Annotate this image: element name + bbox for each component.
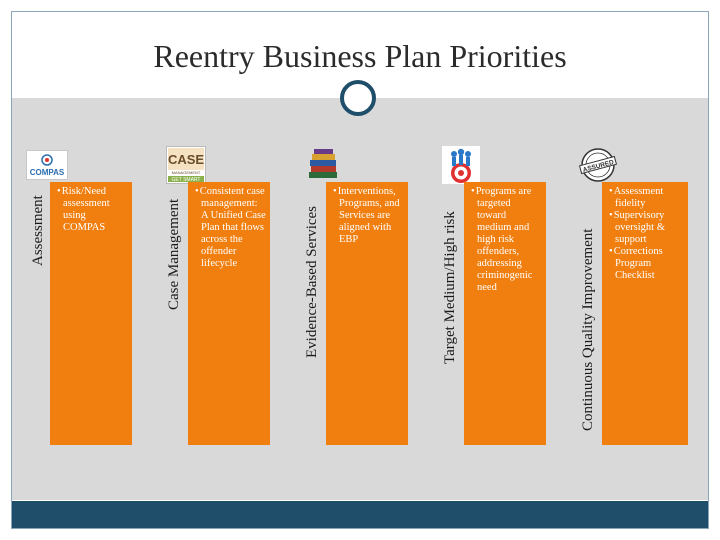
column-label-target-risk: Target Medium/High risk xyxy=(442,211,458,364)
bullet-item: Interventions, Programs, and Services ar… xyxy=(330,186,404,246)
divider-circle-icon xyxy=(340,80,376,116)
bullet-item: Consistent case management: A Unified Ca… xyxy=(192,186,266,270)
column-panel-target-risk: Programs are targeted toward medium and … xyxy=(464,182,546,445)
column-label-evidence-based-services: Evidence-Based Services xyxy=(304,205,320,358)
compas-logo-text: COMPAS xyxy=(30,168,65,177)
bullet-item: Programs are targeted toward medium and … xyxy=(468,186,542,294)
column-panel-case-management: Consistent case management: A Unified Ca… xyxy=(188,182,270,445)
column-panel-evidence-based-services: Interventions, Programs, and Services ar… xyxy=(326,182,408,445)
assured-stamp-icon: ASSURED xyxy=(578,146,618,184)
bullet-item: Risk/Need assessment using COMPAS xyxy=(54,186,128,234)
column-label-assessment: Assessment xyxy=(30,195,46,266)
column-panel-assessment: Risk/Need assessment using COMPAS xyxy=(50,182,132,445)
page-title: Reentry Business Plan Priorities xyxy=(153,38,567,74)
bullet-item: Assessment fidelity xyxy=(606,186,684,210)
bullet-item: Supervisory oversight & support xyxy=(606,210,684,246)
compas-logo-icon: COMPAS xyxy=(26,150,68,180)
column-panel-continuous-quality-improvement: Assessment fidelity Supervisory oversigh… xyxy=(602,182,688,445)
column-label-case-management: Case Management xyxy=(166,198,182,310)
target-people-icon xyxy=(442,146,480,184)
case-logo-sub2: GET SMART xyxy=(172,177,201,183)
book-stack-icon xyxy=(304,146,342,184)
footer-bar xyxy=(12,501,708,528)
column-label-continuous-quality-improvement: Continuous Quality Improvement xyxy=(580,228,596,431)
case-management-logo-icon: CASE MANAGEMENT GET SMART xyxy=(166,146,206,184)
case-logo-sub: MANAGEMENT xyxy=(172,170,201,175)
case-logo-text: CASE xyxy=(168,152,204,167)
bullet-item: Corrections Program Checklist xyxy=(606,246,684,282)
